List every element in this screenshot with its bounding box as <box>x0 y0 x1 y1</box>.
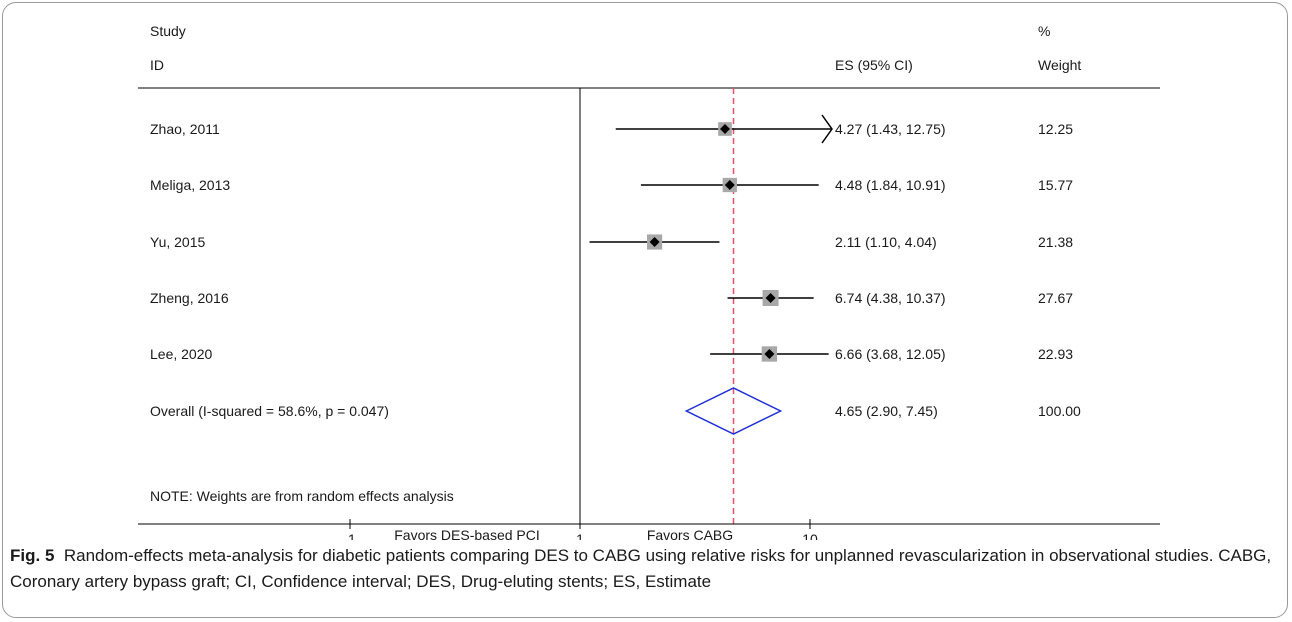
es-value: 6.66 (3.68, 12.05) <box>835 346 946 362</box>
overall-es-value: 4.65 (2.90, 7.45) <box>835 403 938 419</box>
ci-arrow <box>821 114 833 144</box>
figure-caption: Fig. 5 Random-effects meta-analysis for … <box>10 543 1278 595</box>
point-estimate <box>719 124 730 134</box>
es-value: 2.11 (1.10, 4.04) <box>835 234 937 250</box>
header-id: ID <box>150 57 164 73</box>
x-tick-label: 1 <box>576 531 584 540</box>
figure-label: Fig. 5 <box>10 546 55 565</box>
header-weight: Weight <box>1038 57 1081 73</box>
x-tick-label: 10 <box>802 531 818 540</box>
weight-value: 15.77 <box>1038 177 1073 193</box>
header-weight-percent: % <box>1038 23 1050 39</box>
point-estimate <box>764 349 775 359</box>
study-label: Meliga, 2013 <box>150 177 230 193</box>
point-estimate <box>765 293 776 303</box>
overall-label: Overall (I-squared = 58.6%, p = 0.047) <box>150 403 389 419</box>
es-value: 4.48 (1.84, 10.91) <box>835 177 946 193</box>
study-label: Yu, 2015 <box>150 234 205 250</box>
overall-diamond <box>684 387 783 435</box>
header-study: Study <box>150 23 186 39</box>
figure-caption-text: Random-effects meta-analysis for diabeti… <box>10 546 1272 591</box>
es-value: 4.27 (1.43, 12.75) <box>835 121 946 137</box>
x-tick-label: .1 <box>344 531 356 540</box>
es-value: 6.74 (4.38, 10.37) <box>835 290 946 306</box>
study-label: Zhao, 2011 <box>150 121 220 137</box>
study-label: Zheng, 2016 <box>150 290 229 306</box>
note-text: NOTE: Weights are from random effects an… <box>150 488 454 504</box>
weight-value: 12.25 <box>1038 121 1073 137</box>
header-es: ES (95% CI) <box>835 57 913 73</box>
weight-value: 21.38 <box>1038 234 1073 250</box>
favors-right-label: Favors CABG <box>647 527 733 540</box>
point-estimate <box>649 237 660 247</box>
point-estimate <box>724 180 735 190</box>
weight-value: 22.93 <box>1038 346 1073 362</box>
forest-plot: Study ID ES (95% CI) % Weight NOTE: Weig… <box>138 23 1160 540</box>
study-label: Lee, 2020 <box>150 346 212 362</box>
overall-weight-value: 100.00 <box>1038 403 1081 419</box>
weight-value: 27.67 <box>1038 290 1073 306</box>
favors-left-label: Favors DES-based PCI <box>394 527 540 540</box>
